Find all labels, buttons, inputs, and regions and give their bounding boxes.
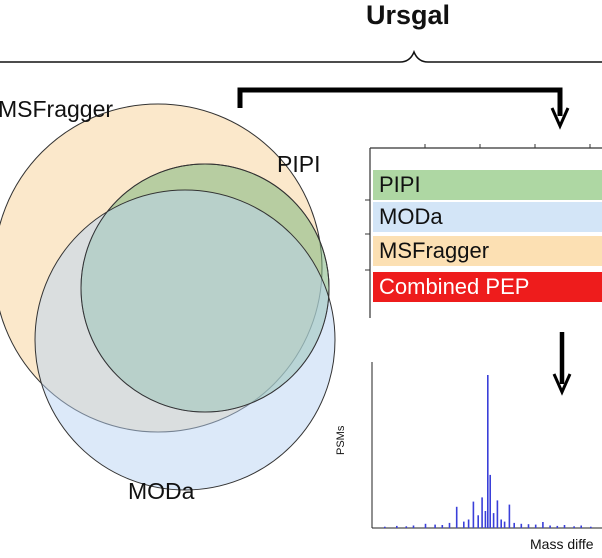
bracket-arrow-line [237, 87, 563, 116]
hist-bar [434, 524, 436, 528]
hist-bar [396, 525, 398, 528]
hist-bar [573, 526, 575, 528]
bracket-arrow-head [550, 107, 570, 130]
venn-circle-moda [34, 189, 336, 491]
hist-bar [580, 525, 582, 528]
hist-bar [448, 522, 451, 528]
hist-bar [412, 525, 415, 528]
hist-bar [542, 522, 544, 528]
hist-bar [467, 519, 470, 528]
hist-bar [405, 526, 408, 528]
hist-bar [477, 515, 479, 529]
venn-label-pipi: PIPI [277, 151, 321, 177]
hist-bar [534, 524, 537, 528]
hist-bar [520, 523, 523, 529]
hist-bar [487, 375, 489, 528]
hist-x-label: Mass diffe [530, 536, 594, 552]
engine-bar-combined-pep: Combined PEP [373, 272, 602, 302]
hist-bar [481, 497, 483, 528]
hist-bar [549, 525, 551, 528]
hist-bar [527, 524, 530, 528]
hist-bar [590, 526, 592, 528]
ursgal-title: Ursgal [366, 0, 451, 30]
engine-bar-pipi: PIPI [373, 170, 602, 200]
hist-bar [503, 521, 506, 528]
hist-bar [563, 525, 566, 528]
hist-bar [496, 500, 499, 528]
venn-diagram [0, 103, 336, 491]
venn-circle-pipi-outline [80, 163, 330, 413]
hist-bar [556, 525, 559, 528]
venn-label-moda: MODa [128, 478, 195, 504]
hist-bar [424, 523, 427, 529]
hist-bar [508, 504, 511, 528]
hist-bar [484, 511, 487, 528]
engine-bar-msfragger: MSFragger [373, 236, 602, 266]
hist-bar [489, 474, 491, 528]
engine-bar-moda: MODa [373, 202, 602, 232]
hist-y-label: PSMs [335, 425, 347, 455]
hist-bar [463, 521, 465, 528]
hist-bar [441, 525, 444, 528]
rank-axis-ticks [365, 144, 591, 271]
hist-bar [455, 506, 458, 529]
ursgal-brace [0, 49, 602, 63]
hist-bars [384, 375, 592, 529]
hist-bar [492, 513, 495, 528]
hist-bar [513, 522, 515, 528]
hist-bar [500, 519, 502, 528]
down-arrow-head [552, 373, 572, 396]
mass-diff-histogram [371, 362, 602, 529]
hist-bar [472, 501, 475, 528]
hist-bar [384, 526, 386, 528]
venn-label-msfragger: MSFragger [0, 96, 114, 122]
